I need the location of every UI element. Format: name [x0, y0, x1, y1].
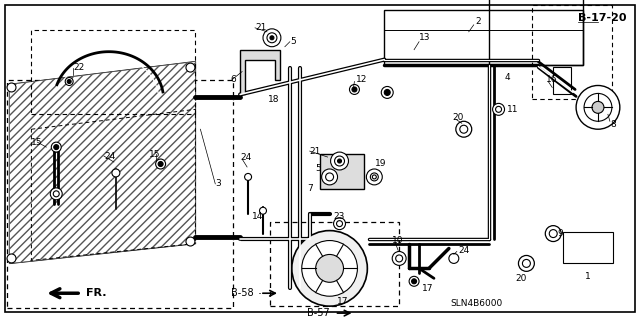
Circle shape [392, 251, 406, 265]
Text: B-58: B-58 [231, 288, 254, 298]
Text: 15: 15 [31, 137, 43, 147]
Circle shape [301, 241, 357, 296]
Bar [553, 67, 571, 94]
Circle shape [112, 169, 120, 177]
Circle shape [349, 85, 360, 94]
Bar [270, 222, 399, 306]
Circle shape [316, 255, 344, 282]
Circle shape [384, 89, 390, 95]
Text: 21: 21 [255, 23, 266, 32]
Circle shape [54, 145, 59, 150]
Circle shape [381, 86, 393, 98]
Bar [563, 232, 613, 263]
Text: 8: 8 [610, 120, 616, 129]
Circle shape [337, 221, 342, 226]
Text: 24: 24 [104, 152, 115, 160]
Circle shape [326, 173, 333, 181]
Circle shape [396, 255, 403, 262]
Circle shape [371, 173, 378, 181]
Text: SLN4B6000: SLN4B6000 [451, 299, 503, 308]
Circle shape [337, 159, 342, 163]
Circle shape [322, 169, 337, 185]
Circle shape [331, 152, 348, 170]
Circle shape [259, 207, 266, 214]
Circle shape [495, 106, 502, 112]
Bar [319, 154, 364, 189]
Circle shape [366, 169, 382, 185]
Text: FR.: FR. [86, 288, 107, 298]
Text: 5: 5 [316, 165, 321, 174]
Polygon shape [10, 62, 195, 263]
Circle shape [7, 83, 16, 92]
Text: 2: 2 [476, 17, 481, 26]
Circle shape [335, 156, 344, 166]
Text: 17: 17 [337, 297, 348, 306]
Circle shape [186, 63, 195, 72]
Circle shape [51, 188, 62, 200]
Text: 7: 7 [307, 184, 312, 193]
Text: 4: 4 [504, 73, 510, 82]
Circle shape [518, 256, 534, 271]
Text: 6: 6 [230, 75, 236, 84]
Circle shape [158, 161, 163, 167]
Circle shape [576, 85, 620, 129]
Text: 13: 13 [419, 33, 431, 42]
Bar [6, 79, 233, 308]
Text: 15: 15 [148, 150, 160, 159]
Bar [488, 0, 583, 65]
Circle shape [412, 279, 417, 284]
Circle shape [270, 36, 274, 40]
Circle shape [352, 87, 357, 92]
Circle shape [51, 142, 61, 152]
Text: 9: 9 [557, 229, 563, 238]
Circle shape [7, 254, 16, 263]
Circle shape [493, 103, 504, 115]
Text: 24: 24 [240, 152, 252, 161]
Bar [384, 10, 583, 65]
Bar [532, 5, 612, 100]
Text: 1: 1 [585, 272, 591, 281]
Text: B-17-20: B-17-20 [578, 13, 627, 23]
Text: 12: 12 [356, 75, 368, 84]
Circle shape [333, 218, 346, 230]
Circle shape [592, 101, 604, 113]
Circle shape [449, 254, 459, 263]
Circle shape [409, 276, 419, 286]
Circle shape [156, 159, 166, 169]
Text: 5: 5 [290, 37, 296, 46]
Text: 23: 23 [333, 212, 345, 221]
Polygon shape [10, 62, 195, 263]
Circle shape [65, 78, 73, 85]
Circle shape [584, 93, 612, 121]
Text: 14: 14 [252, 212, 264, 221]
Circle shape [372, 175, 376, 179]
Circle shape [186, 237, 195, 246]
Circle shape [244, 174, 252, 181]
Circle shape [263, 29, 281, 47]
Text: 16: 16 [547, 75, 558, 84]
Text: 20: 20 [515, 274, 527, 283]
Text: 11: 11 [506, 105, 518, 114]
Text: 22: 22 [73, 63, 84, 72]
Circle shape [456, 121, 472, 137]
Text: B-57: B-57 [307, 308, 330, 318]
Circle shape [460, 125, 468, 133]
Circle shape [67, 79, 71, 84]
Circle shape [549, 230, 557, 238]
Text: 20: 20 [453, 113, 464, 122]
Circle shape [292, 231, 367, 306]
Circle shape [545, 226, 561, 241]
Bar [31, 30, 195, 114]
Text: 17: 17 [422, 284, 433, 293]
Text: 19: 19 [375, 159, 387, 167]
Polygon shape [240, 50, 280, 94]
Circle shape [267, 33, 277, 43]
Circle shape [522, 259, 531, 267]
Text: 18: 18 [268, 95, 280, 104]
Text: 3: 3 [215, 179, 221, 189]
Text: 21: 21 [310, 147, 321, 156]
Text: 24: 24 [459, 246, 470, 255]
Text: 10: 10 [392, 236, 404, 245]
Circle shape [53, 191, 60, 197]
